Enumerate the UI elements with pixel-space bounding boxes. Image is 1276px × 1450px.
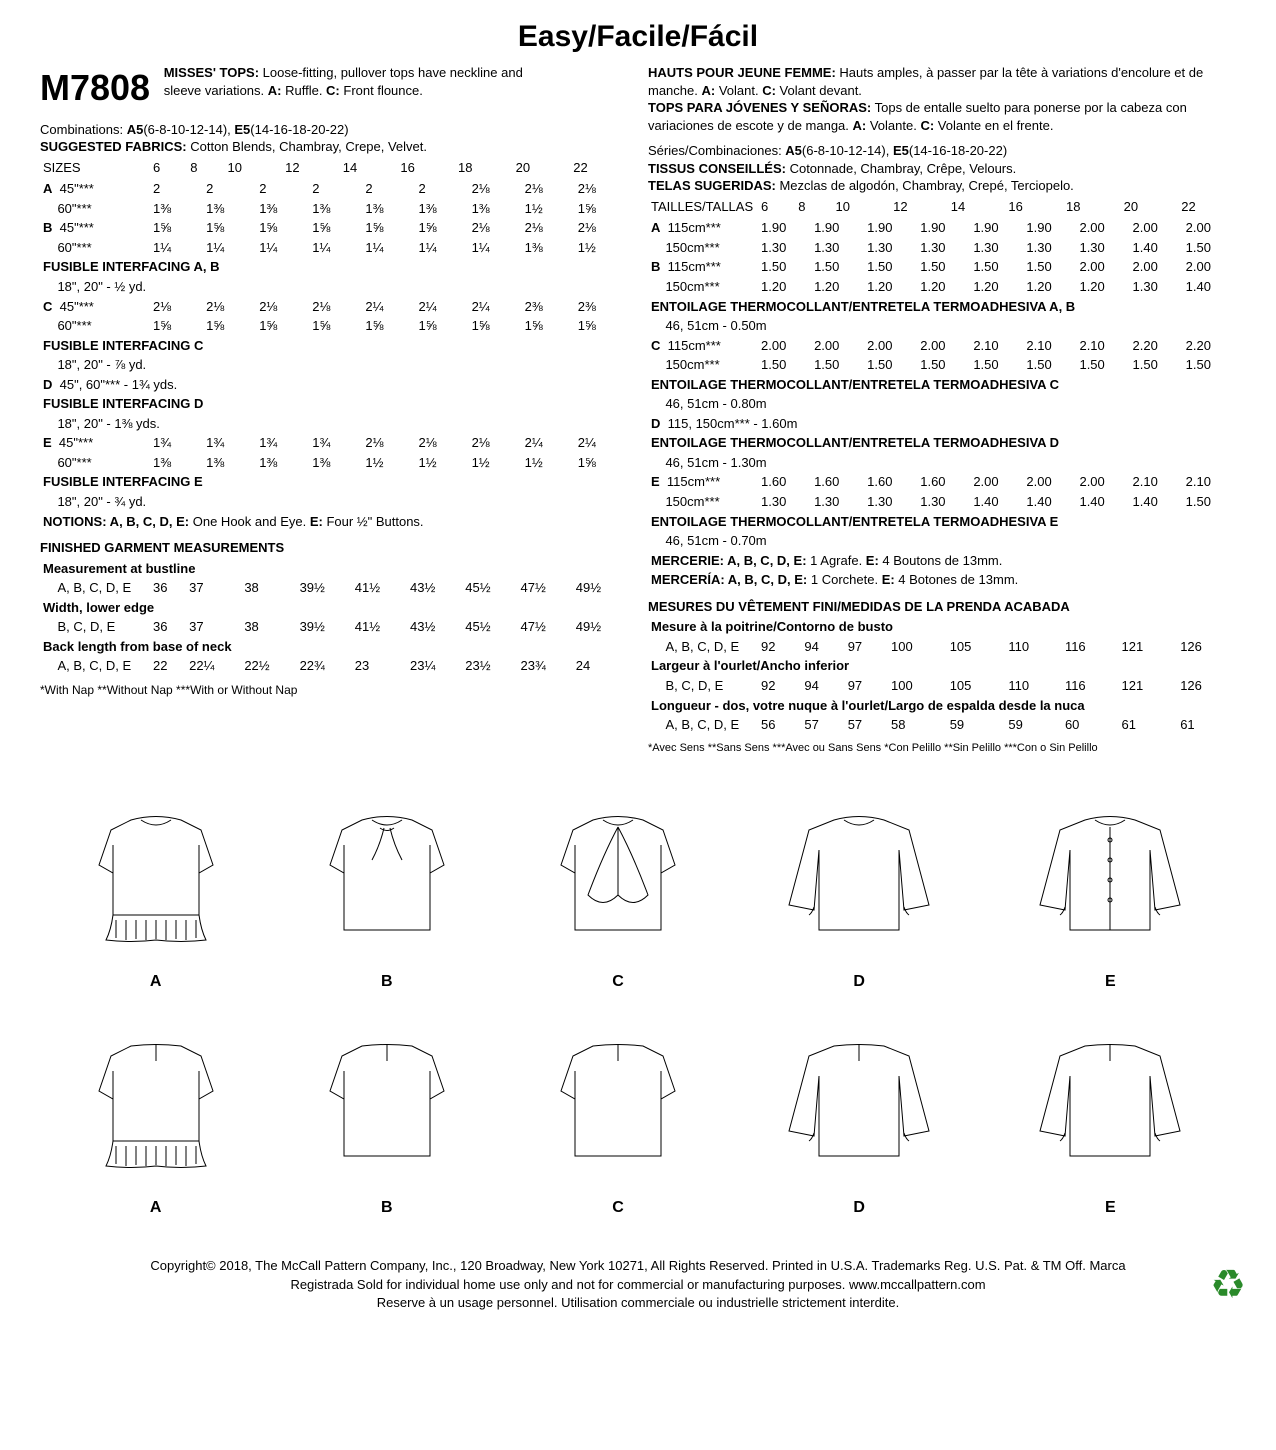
fabrics-fr: TISSUS CONSEILLÉS: Cotonnade, Chambray, … — [648, 160, 1236, 178]
desc-en: MISSES' TOPS: Loose-fitting, pullover to… — [164, 64, 544, 99]
main-columns: M7808 MISSES' TOPS: Loose-fitting, pullo… — [40, 64, 1236, 755]
sizes-header-en: SIZES6810121416182022 — [40, 158, 628, 178]
illus-label: C — [533, 1199, 703, 1217]
footer-line3: Reserve à un usage personnel. Utilisatio… — [40, 1294, 1236, 1312]
yardage-rows-en: A 45"***2222222⅛2⅛2⅛ 60"***1⅜1⅜1⅜1⅜1⅜1⅜1… — [40, 179, 628, 531]
yardage-rows-fr: A 115cm***1.901.901.901.901.901.902.002.… — [648, 218, 1236, 589]
footer-line1: Copyright© 2018, The McCall Pattern Comp… — [40, 1257, 1236, 1275]
illus-c-front: C — [533, 795, 703, 991]
illus-d-front: D — [764, 795, 954, 991]
fabrics-en: SUGGESTED FABRICS: Cotton Blends, Chambr… — [40, 138, 628, 156]
illus-label: D — [764, 973, 954, 991]
desc-fr: HAUTS POUR JEUNE FEMME: Hauts amples, à … — [648, 64, 1236, 99]
illus-e-back: E — [1015, 1021, 1205, 1217]
recycle-icon: ♻ — [1210, 1257, 1246, 1313]
illus-row-2: A B C — [40, 1021, 1236, 1217]
illustrations: A B — [40, 795, 1236, 1217]
fgm-table-fr: Mesure à la poitrine/Contorno de busto A… — [648, 617, 1236, 734]
illus-a-front: A — [71, 795, 241, 991]
illus-label: C — [533, 973, 703, 991]
illus-row-1: A B — [40, 795, 1236, 991]
sizes-header-fr: TAILLES/TALLAS6810121416182022 — [648, 197, 1236, 217]
pattern-number: M7808 — [40, 64, 150, 113]
nap-note-fr: *Avec Sens **Sans Sens ***Avec ou Sans S… — [648, 741, 1236, 756]
illus-label: B — [302, 973, 472, 991]
nap-note-en: *With Nap **Without Nap ***With or Witho… — [40, 682, 628, 698]
illus-label: E — [1015, 1199, 1205, 1217]
illus-label: A — [71, 973, 241, 991]
desc-es: TOPS PARA JÓVENES Y SEÑORAS: Tops de ent… — [648, 99, 1236, 134]
illus-c-back: C — [533, 1021, 703, 1217]
col-right: HAUTS POUR JEUNE FEMME: Hauts amples, à … — [648, 64, 1236, 755]
illus-b-back: B — [302, 1021, 472, 1217]
fgm-title-en: FINISHED GARMENT MEASUREMENTS — [40, 539, 628, 557]
yardage-table-en: SIZES6810121416182022 — [40, 158, 628, 178]
footer-line2: Registrada Sold for individual home use … — [40, 1276, 1236, 1294]
illus-e-front: E — [1015, 795, 1205, 991]
illus-label: B — [302, 1199, 472, 1217]
illus-label: D — [764, 1199, 954, 1217]
illus-label: E — [1015, 973, 1205, 991]
illus-a-back: A — [71, 1021, 241, 1217]
illus-d-back: D — [764, 1021, 954, 1217]
fabrics-es: TELAS SUGERIDAS: Mezclas de algodón, Cha… — [648, 177, 1236, 195]
combos-en: Combinations: A5(6-8-10-12-14), E5(14-16… — [40, 121, 628, 139]
yardage-table-fr: TAILLES/TALLAS6810121416182022 — [648, 197, 1236, 217]
footer: Copyright© 2018, The McCall Pattern Comp… — [40, 1257, 1236, 1312]
page-title: Easy/Facile/Fácil — [40, 20, 1236, 54]
col-left: M7808 MISSES' TOPS: Loose-fitting, pullo… — [40, 64, 628, 755]
illus-b-front: B — [302, 795, 472, 991]
combos-fr: Séries/Combinaciones: A5(6-8-10-12-14), … — [648, 142, 1236, 160]
fgm-title-fr: MESURES DU VÊTEMENT FINI/MEDIDAS DE LA P… — [648, 598, 1236, 616]
illus-label: A — [71, 1199, 241, 1217]
fgm-table-en: Measurement at bustline A, B, C, D, E363… — [40, 559, 628, 676]
